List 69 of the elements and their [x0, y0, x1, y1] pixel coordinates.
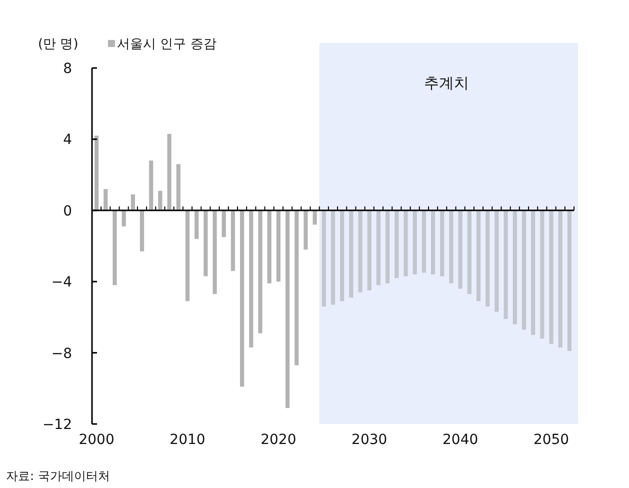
bar: [558, 210, 562, 348]
bar: [467, 210, 472, 294]
bar: [494, 210, 499, 312]
bar: [476, 210, 481, 302]
legend-label: 서울시 인구 증감: [117, 37, 216, 52]
bar: [404, 210, 408, 276]
bar: [430, 210, 436, 274]
bar: [185, 210, 190, 302]
y-tick-label: 0: [63, 203, 72, 220]
bar: [149, 160, 154, 210]
text: 자료: 국가데이터처: [6, 469, 110, 483]
bar: [285, 210, 290, 408]
bar: [458, 210, 462, 289]
bar: [512, 210, 517, 324]
bar: [267, 210, 272, 284]
bar: [358, 210, 362, 292]
bar: [249, 210, 254, 348]
bar: [222, 210, 226, 238]
band-label: 추계치: [424, 74, 470, 92]
bar: [486, 210, 490, 307]
bar: [230, 210, 236, 271]
bar: [549, 210, 554, 344]
bar: [522, 210, 526, 330]
bar: [386, 210, 390, 284]
bar: [204, 210, 208, 276]
bar: [330, 210, 336, 305]
y-tick-label: −12: [42, 417, 72, 433]
bar: [276, 210, 280, 282]
bar: [412, 210, 417, 274]
x-tick-label: 2040: [442, 432, 478, 448]
x-tick-label: 2020: [260, 432, 296, 448]
y-axis-title: (만 명): [38, 37, 78, 52]
bar: [440, 210, 444, 276]
bar: [258, 210, 262, 334]
x-tick-label: 2050: [533, 432, 570, 448]
bar: [122, 210, 126, 226]
bar: [176, 164, 180, 210]
bar: [322, 210, 326, 307]
x-tick-label: 2010: [170, 432, 206, 448]
bar: [540, 210, 544, 339]
bar: [158, 190, 162, 210]
bar: [531, 210, 536, 335]
bar: [130, 194, 135, 210]
bar: [349, 210, 354, 298]
bar: [112, 210, 117, 286]
bar: [194, 210, 199, 239]
bar: [294, 210, 299, 366]
bar: [312, 210, 317, 225]
bar: [104, 189, 108, 210]
bar: [167, 134, 172, 210]
y-tick-label: 8: [63, 61, 72, 77]
bar: [422, 210, 426, 273]
x-tick-label: 2000: [78, 432, 114, 448]
bar: [340, 210, 344, 302]
bar: [240, 210, 244, 387]
y-tick-label: −8: [51, 346, 72, 362]
y-tick-label: 4: [63, 132, 72, 148]
bar: [504, 210, 508, 319]
bar: [367, 210, 372, 290]
bar: [567, 210, 572, 352]
bar: [449, 210, 454, 284]
bar: [394, 210, 399, 278]
bar: [140, 210, 144, 252]
x-tick-label: 2030: [352, 432, 388, 448]
y-tick-label: −4: [51, 274, 72, 291]
bar: [376, 210, 381, 286]
bar: [94, 136, 99, 210]
bar: [212, 210, 217, 294]
bar: [304, 210, 308, 250]
